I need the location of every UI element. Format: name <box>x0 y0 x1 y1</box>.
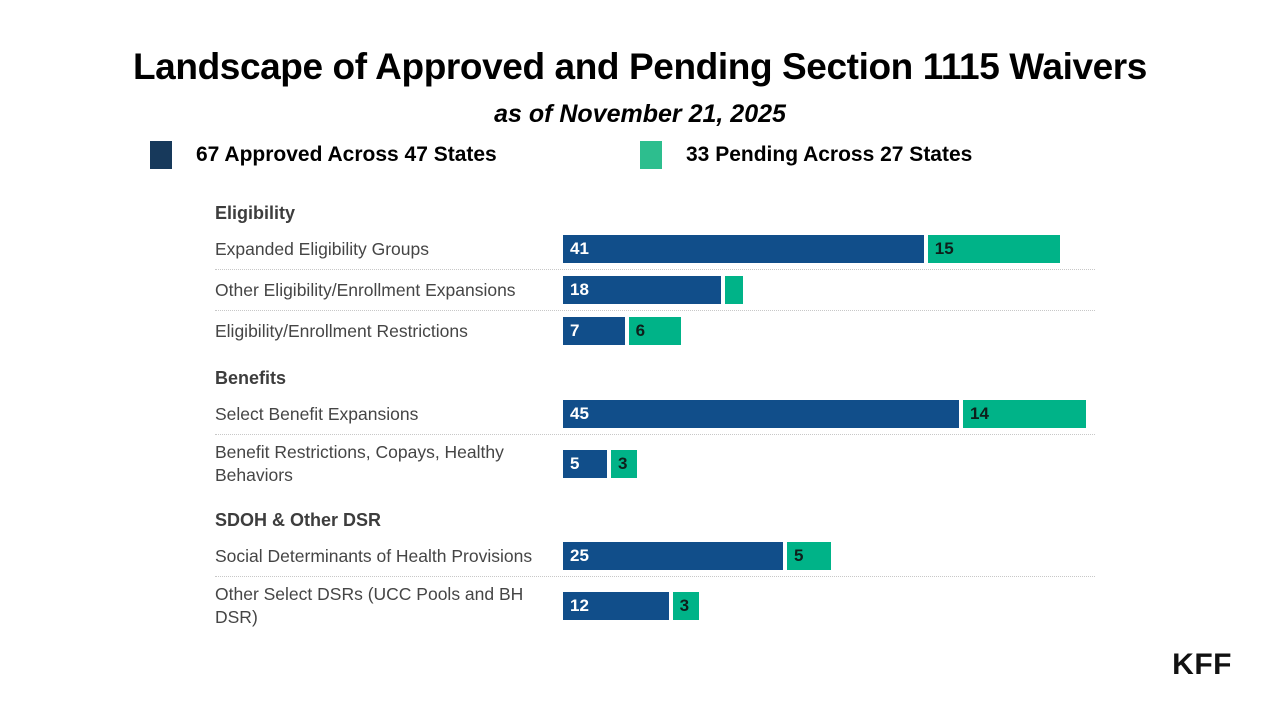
chart-row: Eligibility/Enrollment Restrictions 7 6 <box>215 311 1095 351</box>
legend-label-pending: 33 Pending Across 27 States <box>686 143 973 166</box>
chart-group: Benefits Select Benefit Expansions 45 14 Ben… <box>215 367 1095 493</box>
row-label: Eligibility/Enrollment Restrictions <box>215 320 468 341</box>
row-label: Select Benefit Expansions <box>215 403 419 424</box>
group-title: SDOH & Other DSR <box>215 510 382 530</box>
pending-bar: 3 <box>672 592 699 620</box>
bar-group: 25 5 <box>563 542 1095 570</box>
approved-bar: 5 <box>563 450 607 478</box>
pending-bar: 14 <box>963 400 1087 428</box>
pending-bar: 5 <box>787 542 831 570</box>
row-label: Social Determinants of Health Provisions <box>215 545 533 566</box>
chart-row: Select Benefit Expansions 45 14 <box>215 394 1095 435</box>
legend-label-approved: 67 Approved Across 47 States <box>196 143 497 166</box>
chart-row: Other Select DSRs (UCC Pools and BH DSR)… <box>215 577 1095 635</box>
chart: Eligibility Expanded Eligibility Groups 41… <box>215 202 1095 635</box>
pending-bar: 3 <box>611 450 638 478</box>
approved-bar: 25 <box>563 542 783 570</box>
pending-bar <box>725 276 743 304</box>
chart-row: Expanded Eligibility Groups 41 15 <box>215 229 1095 270</box>
chart-row: Other Eligibility/Enrollment Expansions 1… <box>215 270 1095 311</box>
approved-bar: 41 <box>563 235 924 263</box>
chart-subtitle: as of November 21, 2025 <box>494 100 786 128</box>
approved-bar: 45 <box>563 400 959 428</box>
row-label: Other Select DSRs (UCC Pools and BH DSR) <box>215 584 524 627</box>
bar-group: 18 <box>563 276 1095 304</box>
pending-bar: 6 <box>628 317 682 345</box>
kff-logo: KFF <box>1172 648 1232 681</box>
row-label: Expanded Eligibility Groups <box>215 238 430 259</box>
legend-item-approved: 67 Approved Across 47 States <box>150 141 497 169</box>
bar-group: 45 14 <box>563 400 1095 428</box>
approved-bar: 12 <box>563 592 669 620</box>
chart-row: Benefit Restrictions, Copays, Healthy Be… <box>215 435 1095 493</box>
approved-bar: 7 <box>563 317 625 345</box>
chart-title: Landscape of Approved and Pending Sectio… <box>132 46 1147 87</box>
row-label: Benefit Restrictions, Copays, Healthy Be… <box>215 442 504 485</box>
pending-legend-swatch-icon <box>640 141 662 169</box>
chart-row: Social Determinants of Health Provisions… <box>215 536 1095 577</box>
chart-group: SDOH & Other DSR Social Determinants of H… <box>215 509 1095 635</box>
group-title: Benefits <box>215 368 287 388</box>
bar-group: 12 3 <box>563 592 1095 620</box>
group-title: Eligibility <box>215 203 296 223</box>
row-label: Other Eligibility/Enrollment Expansions <box>215 279 516 300</box>
approved-legend-swatch-icon <box>150 141 172 169</box>
bar-group: 41 15 <box>563 235 1095 263</box>
approved-bar: 18 <box>563 276 722 304</box>
legend-item-pending: 33 Pending Across 27 States <box>640 141 972 169</box>
chart-group: Eligibility Expanded Eligibility Groups 41… <box>215 202 1095 351</box>
pending-bar: 15 <box>927 235 1060 263</box>
